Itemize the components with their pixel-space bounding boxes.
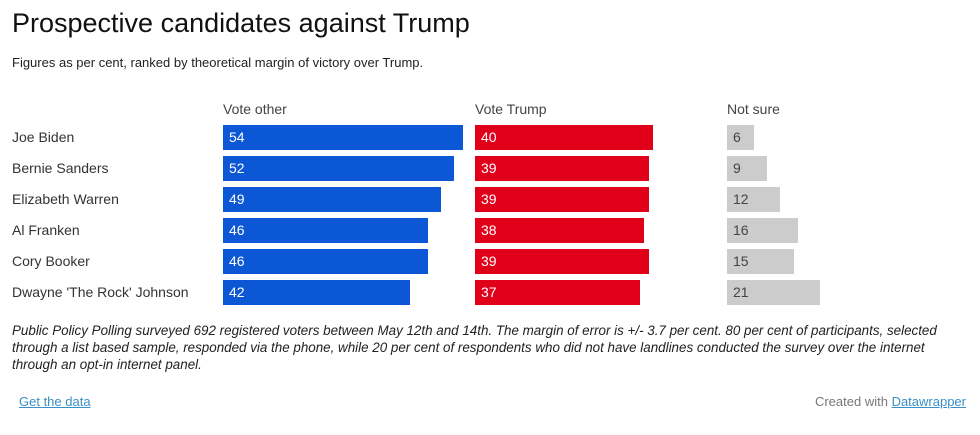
row-label: Bernie Sanders [12, 160, 109, 176]
bar-vote-trump [475, 280, 640, 305]
bar-vote-other [223, 187, 442, 212]
bar-value-label: 52 [229, 160, 245, 176]
bar-value-label: 46 [229, 222, 245, 238]
bar-vote-trump [475, 218, 645, 243]
bar-vote-trump [475, 187, 649, 212]
bar-vote-trump [475, 249, 649, 274]
column-header-not-sure: Not sure [727, 101, 780, 117]
bar-vote-other [223, 280, 410, 305]
bar-vote-trump [475, 156, 649, 181]
bar-not-sure [727, 218, 799, 243]
bar-value-label: 15 [733, 253, 749, 269]
created-with-text: Created with [814, 394, 888, 409]
bar-value-label: 9 [733, 160, 741, 176]
bar-vote-other [223, 249, 428, 274]
bar-value-label: 39 [481, 191, 497, 207]
bar-not-sure [727, 156, 768, 181]
row-label: Joe Biden [12, 129, 75, 145]
bar-not-sure [727, 280, 821, 305]
bar-not-sure [727, 249, 794, 274]
column-header-vote-trump: Vote Trump [475, 101, 547, 117]
bar-value-label: 39 [481, 160, 497, 176]
bar-value-label: 16 [733, 222, 749, 238]
bar-value-label: 40 [481, 129, 497, 145]
row-label: Dwayne 'The Rock' Johnson [12, 284, 189, 300]
bar-value-label: 39 [481, 253, 497, 269]
bar-vote-other [223, 218, 428, 243]
credit-line: Created with Datawrapper [815, 394, 966, 409]
bar-value-label: 42 [229, 284, 245, 300]
bar-not-sure [727, 187, 781, 212]
bar-vote-other [223, 125, 464, 150]
column-header-vote-other: Vote other [223, 101, 287, 117]
bar-value-label: 54 [229, 129, 245, 145]
chart-title: Prospective candidates against Trump [12, 8, 470, 38]
bar-value-label: 38 [481, 222, 497, 238]
bar-value-label: 49 [229, 191, 245, 207]
bar-vote-trump [475, 125, 653, 150]
bar-value-label: 21 [733, 284, 749, 300]
bar-value-label: 6 [733, 129, 741, 145]
bar-vote-other [223, 156, 455, 181]
bar-value-label: 46 [229, 253, 245, 269]
row-label: Elizabeth Warren [12, 191, 119, 207]
bar-value-label: 37 [481, 284, 497, 300]
row-label: Al Franken [12, 222, 80, 238]
bar-value-label: 12 [733, 191, 749, 207]
get-the-data-link[interactable]: Get the data [19, 394, 91, 409]
datawrapper-link[interactable]: Datawrapper [891, 394, 966, 409]
chart-subtitle: Figures as per cent, ranked by theoretic… [12, 55, 424, 70]
row-label: Cory Booker [12, 253, 90, 269]
bar-not-sure [727, 125, 754, 150]
chart-notes: Public Policy Polling surveyed 692 regis… [12, 323, 937, 372]
